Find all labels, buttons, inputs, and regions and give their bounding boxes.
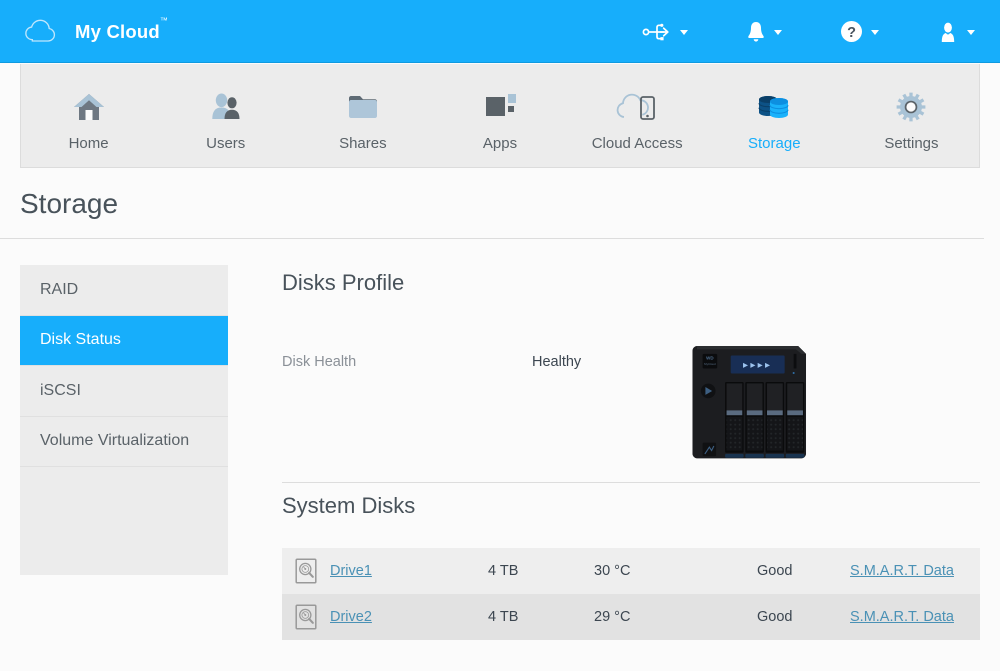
svg-text:WD: WD xyxy=(706,355,714,360)
svg-text:?: ? xyxy=(847,25,856,41)
svg-text:▸▸▸▸: ▸▸▸▸ xyxy=(743,360,772,371)
svg-text:MyCloud: MyCloud xyxy=(704,362,716,366)
